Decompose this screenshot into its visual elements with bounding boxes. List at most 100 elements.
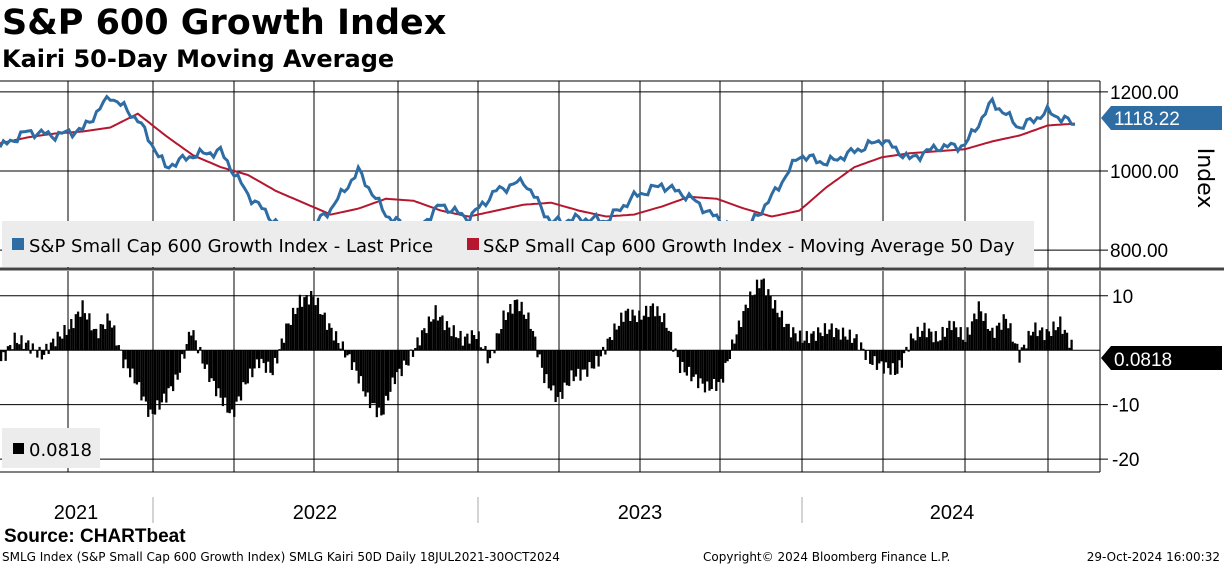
kairi-bar xyxy=(4,350,7,361)
kairi-bar xyxy=(140,350,143,401)
kairi-bar xyxy=(513,299,516,351)
kairi-bar xyxy=(1043,340,1046,351)
kairi-bar xyxy=(117,345,120,351)
kairi-bar xyxy=(1032,331,1035,351)
kairi-bar xyxy=(420,330,424,351)
kairi-bar xyxy=(443,330,446,351)
kairi-bar xyxy=(891,350,894,364)
kairi-bar xyxy=(973,313,976,351)
kairi-bar xyxy=(147,350,150,417)
kairi-bar xyxy=(1000,329,1003,351)
kairi-bar xyxy=(233,350,236,417)
kairi-bar xyxy=(359,350,363,377)
kairi-bar xyxy=(205,350,209,365)
kairi-bar xyxy=(174,350,177,375)
kairi-bar xyxy=(337,343,340,351)
kairi-bar xyxy=(47,350,50,355)
kairi-bar xyxy=(740,327,743,351)
kairi-bar xyxy=(968,334,971,351)
kairi-bar xyxy=(1047,331,1051,351)
kairi-bar xyxy=(319,314,322,351)
kairi-bar xyxy=(663,313,666,351)
kairi-bar xyxy=(346,350,349,356)
kairi-bar xyxy=(914,340,917,351)
kairi-bar xyxy=(244,350,247,385)
kairi-bar xyxy=(58,336,62,351)
kairi-bar xyxy=(599,350,602,357)
kairi-bar xyxy=(660,322,664,351)
kairi-bar xyxy=(506,312,510,351)
kairi-bar xyxy=(509,304,512,351)
kairi-bar xyxy=(167,350,170,389)
kairi-bar xyxy=(850,342,854,351)
kairi-bar xyxy=(568,350,571,386)
kairi-bar xyxy=(264,350,268,373)
kairi-bar xyxy=(457,338,460,351)
kairi-bar xyxy=(735,334,738,351)
kairi-bar xyxy=(590,350,593,369)
legend-label-ma: S&P Small Cap 600 Growth Index - Moving … xyxy=(483,236,1015,257)
kairi-bar xyxy=(1016,343,1019,351)
kairi-last-value: 0.0818 xyxy=(1114,350,1172,371)
kairi-bar xyxy=(518,311,521,351)
kairi-bar xyxy=(1022,344,1026,351)
kairi-bar xyxy=(1061,333,1064,351)
kairi-bar xyxy=(436,320,440,351)
kairi-bar xyxy=(432,319,435,351)
kairi-bar xyxy=(1013,343,1017,351)
kairi-bar xyxy=(746,307,750,351)
kairi-bar xyxy=(936,341,940,351)
kairi-bar xyxy=(792,327,795,351)
kairi-bar xyxy=(1009,323,1012,351)
kairi-bar xyxy=(957,337,960,351)
kairi-bar xyxy=(484,345,487,351)
kairi-bar xyxy=(52,338,55,351)
kairi-bar xyxy=(780,310,784,351)
kairi-bar xyxy=(301,306,304,351)
kairi-bar xyxy=(785,323,788,351)
kairi-bar xyxy=(638,310,641,351)
kairi-bar xyxy=(208,350,211,382)
kairi-bar xyxy=(126,350,129,369)
kairi-bar xyxy=(927,328,931,351)
kairi-bar xyxy=(844,336,847,351)
kairi-bar xyxy=(502,310,505,351)
kairi-bar xyxy=(900,350,903,368)
kairi-tick-label: 10 xyxy=(1112,287,1133,308)
kairi-bar xyxy=(896,350,899,374)
kairi-bar xyxy=(497,333,501,351)
kairi-bar xyxy=(803,340,806,351)
kairi-bar xyxy=(86,319,89,351)
kairi-bar xyxy=(1045,329,1048,351)
kairi-bar xyxy=(368,350,372,409)
kairi-bar xyxy=(909,333,913,351)
kairi-bar xyxy=(916,326,919,351)
kairi-bar xyxy=(554,350,557,403)
kairi-bar xyxy=(545,350,548,375)
kairi-bar xyxy=(839,339,842,351)
kairi-bar xyxy=(298,294,301,351)
kairi-bar xyxy=(565,350,569,386)
kairi-bar xyxy=(563,350,566,383)
kairi-bar xyxy=(970,321,974,351)
kairi-bar xyxy=(79,316,82,351)
kairi-bar xyxy=(479,347,483,351)
kairi-bar xyxy=(674,348,677,351)
kairi-bar xyxy=(330,327,333,351)
kairi-bar xyxy=(364,350,367,397)
kairi-bar xyxy=(54,346,57,351)
kairi-bar xyxy=(979,311,983,351)
kairi-bar xyxy=(724,350,727,363)
kairi-bar xyxy=(366,350,369,393)
kairi-bar xyxy=(22,348,25,351)
kairi-bar xyxy=(242,350,245,383)
kairi-bar xyxy=(1050,335,1053,351)
kairi-bar xyxy=(918,336,922,351)
kairi-bar xyxy=(466,333,469,351)
kairi-bar xyxy=(778,317,781,351)
kairi-bar xyxy=(246,350,249,384)
kairi-bar xyxy=(701,350,704,384)
axis-labels: 800.00 1000.00 1200.00 10 -10 -20 xyxy=(1110,83,1179,471)
kairi-bar xyxy=(912,338,915,351)
kairi-bar xyxy=(491,350,494,352)
